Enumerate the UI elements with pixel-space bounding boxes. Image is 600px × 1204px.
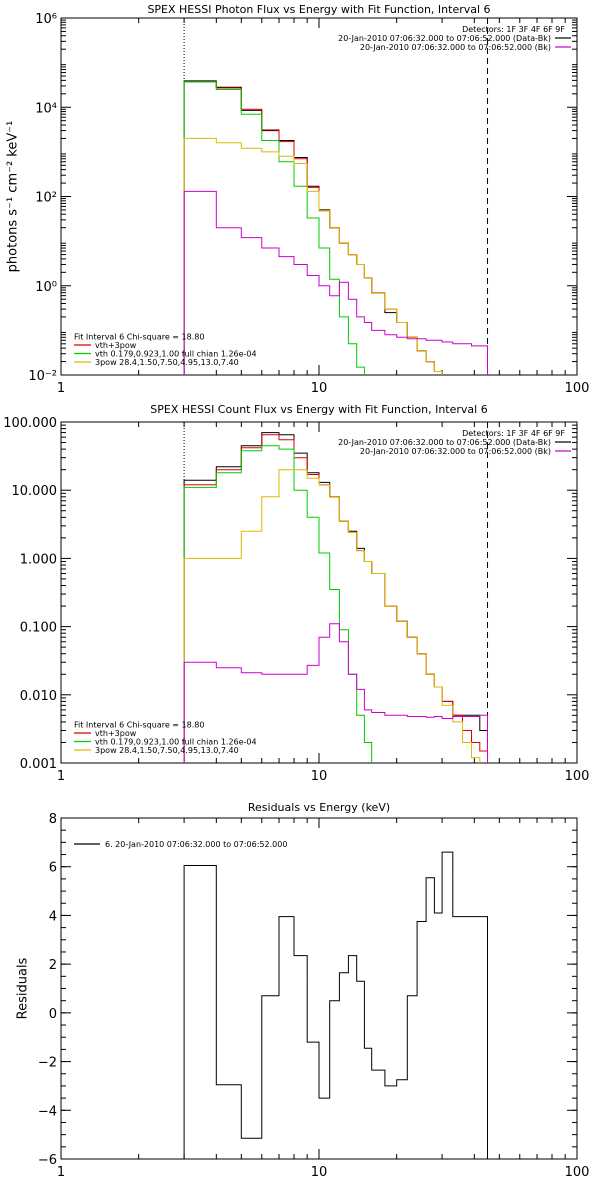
- count-legend-text: vth 0.179,0.923,1.00 full chian 1.26e-04: [95, 738, 257, 747]
- resid-legend-text: 6. 20-Jan-2010 07:06:32.000 to 07:06:52.…: [105, 840, 287, 849]
- count-legend-text: Detectors: 1F 3F 4F 6F 9F: [462, 429, 565, 438]
- resid-x-tick-label: 10: [311, 1165, 328, 1180]
- count-y-tick-label: 0.100: [20, 621, 57, 636]
- count-legend-text: vth+3pow: [95, 729, 137, 738]
- count-y-tick-label: 100.000: [3, 416, 57, 431]
- resid-y-tick-label: 2: [49, 958, 57, 973]
- photon-legend-text: Fit Interval 6 Chi-square = 18.80: [74, 333, 204, 342]
- resid-title: Residuals vs Energy (keV): [248, 801, 390, 814]
- resid-x-tick-label: 100: [565, 1165, 590, 1180]
- photon-y-tick-label: 10²: [35, 191, 57, 206]
- photon-y-axis-label: photons s⁻¹ cm⁻² keV⁻¹: [6, 121, 21, 273]
- photon-series-bk: [183, 190, 488, 375]
- photon-legend-text: vth 0.179,0.923,1.00 full chian 1.26e-04: [95, 350, 257, 359]
- photon-chart: SPEX HESSI Photon Flux vs Energy with Fi…: [6, 3, 590, 396]
- resid-y-tick-label: 4: [49, 909, 57, 924]
- resid-y-tick-label: 6: [49, 861, 57, 876]
- resid-plot-frame: [60, 817, 578, 1160]
- resid-series-6-20-jan-2010-07-06-32-000-to-07-06-52-000: [183, 851, 488, 1159]
- resid-y-tick-label: −2: [38, 1056, 57, 1071]
- photon-title: SPEX HESSI Photon Flux vs Energy with Fi…: [147, 3, 490, 16]
- photon-y-tick-label: 10⁴: [35, 101, 57, 116]
- count-y-tick-label: 1.000: [20, 552, 57, 567]
- count-x-tick-label: 100: [565, 769, 590, 784]
- count-chart: SPEX HESSI Count Flux vs Energy with Fit…: [3, 403, 589, 784]
- count-series-3pow: [183, 469, 488, 763]
- count-legend-text: 20-Jan-2010 07:06:32.000 to 07:06:52.000…: [360, 447, 551, 456]
- photon-legend-text: vth+3pow: [95, 341, 137, 350]
- count-title: SPEX HESSI Count Flux vs Energy with Fit…: [150, 403, 487, 416]
- photon-y-tick-label: 10⁰: [35, 280, 57, 295]
- photon-legend-text: 20-Jan-2010 07:06:32.000 to 07:06:52.000…: [360, 43, 551, 52]
- count-y-tick-label: 0.010: [20, 689, 57, 704]
- count-series-bk: [183, 623, 488, 763]
- photon-legend-text: 20-Jan-2010 07:06:32.000 to 07:06:52.000…: [338, 34, 551, 43]
- photon-y-tick-label: 10⁻²: [28, 369, 57, 384]
- photon-legend-text: 3pow 28.4,1.50,7.50,4.95,13.0,7.40: [95, 358, 239, 367]
- photon-series-vth: [183, 81, 488, 375]
- photon-x-tick-label: 100: [565, 381, 590, 396]
- count-y-tick-label: 10.000: [12, 484, 58, 499]
- count-legend-text: 20-Jan-2010 07:06:32.000 to 07:06:52.000…: [338, 438, 551, 447]
- resid-y-tick-label: 0: [49, 1007, 57, 1022]
- resid-y-tick-label: 8: [49, 812, 57, 827]
- resid-x-tick-label: 1: [57, 1165, 65, 1180]
- resid-y-tick-label: −6: [38, 1153, 57, 1168]
- photon-legend-text: Detectors: 1F 3F 4F 6F 9F: [462, 25, 565, 34]
- photon-y-tick-label: 10⁶: [35, 12, 57, 27]
- resid-chart: Residuals vs Energy (keV) 1 10 100 −6 −4 −2 0 2 4…: [16, 801, 590, 1180]
- resid-y-tick-label: −4: [38, 1104, 57, 1119]
- photon-x-tick-label: 10: [311, 381, 328, 396]
- count-y-tick-label: 0.001: [20, 757, 57, 772]
- count-legend-text: Fit Interval 6 Chi-square = 18.80: [74, 721, 204, 730]
- count-series-data-bk: [183, 432, 488, 763]
- photon-x-tick-label: 1: [57, 381, 65, 396]
- resid-y-axis-label: Residuals: [16, 957, 31, 1019]
- count-x-tick-label: 10: [311, 769, 328, 784]
- count-legend-text: 3pow 28.4,1.50,7.50,4.95,13.0,7.40: [95, 746, 239, 755]
- count-series-vth-3pow: [183, 434, 488, 763]
- photon-series-3pow: [183, 137, 488, 375]
- count-x-tick-label: 1: [57, 769, 65, 784]
